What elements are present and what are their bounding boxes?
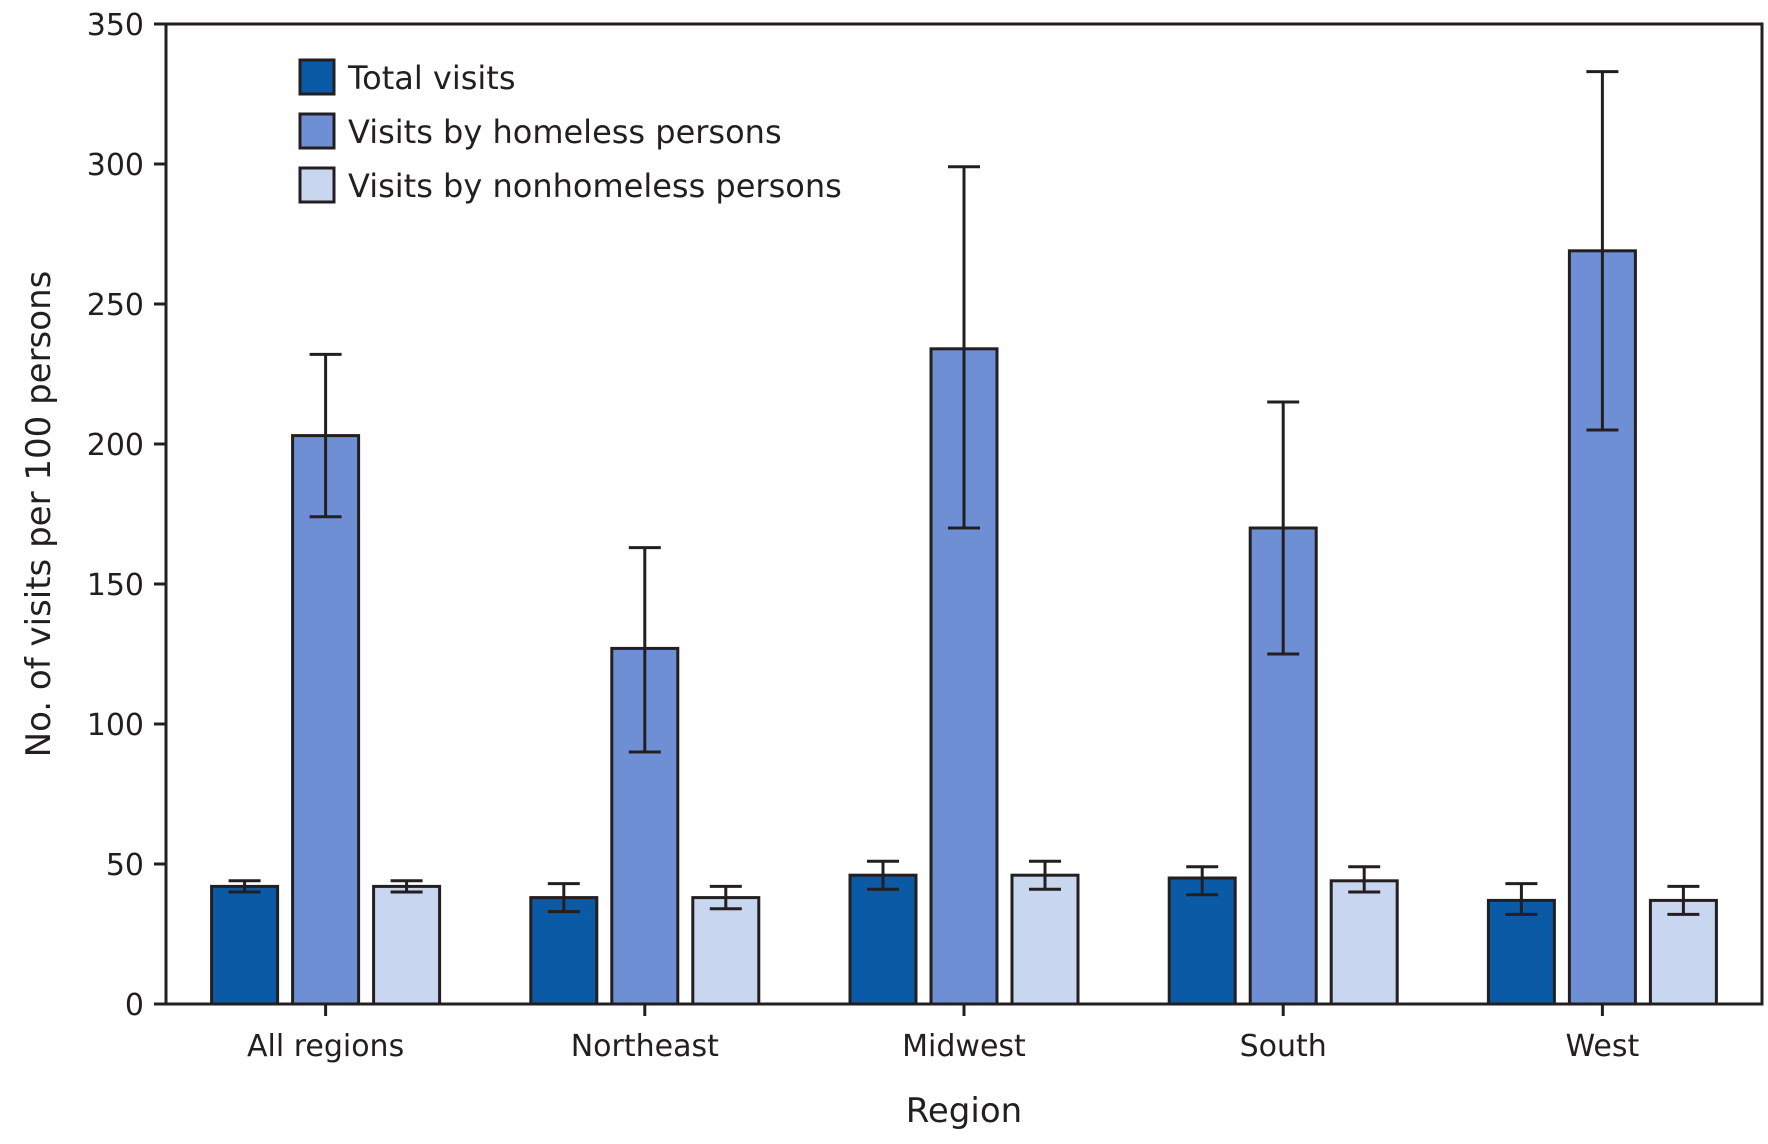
x-axis: All regions Northeast Midwest South West [247, 1004, 1640, 1064]
bar [1648, 898, 1718, 1006]
legend-label: Visits by homeless persons [348, 113, 782, 151]
y-tick-label: 300 [87, 148, 144, 183]
bar [372, 884, 442, 1006]
bar [1010, 873, 1080, 1006]
y-tick-label: 350 [87, 8, 144, 43]
y-axis: 0 50 100 150 200 250 300 350 [87, 8, 166, 1023]
y-tick-label: 250 [87, 288, 144, 323]
x-tick-label: Midwest [902, 1029, 1026, 1064]
bar [848, 873, 918, 1006]
bar [1167, 876, 1237, 1006]
x-tick-label: South [1240, 1029, 1327, 1064]
bar [1486, 898, 1556, 1006]
y-tick-label: 50 [106, 848, 144, 883]
x-tick-label: West [1566, 1029, 1640, 1064]
x-axis-title: Region [906, 1091, 1022, 1131]
error-bars-layer [228, 70, 1700, 916]
x-tick-label: Northeast [571, 1029, 719, 1064]
legend: Total visits Visits by homeless persons Vi… [298, 58, 842, 205]
legend-label: Visits by nonhomeless persons [348, 167, 842, 205]
y-tick-label: 0 [125, 988, 144, 1023]
y-axis-title: No. of visits per 100 persons [19, 271, 59, 758]
bar [529, 896, 599, 1006]
x-tick-label: All regions [247, 1029, 404, 1064]
bar [691, 896, 761, 1006]
legend-swatch [298, 166, 336, 204]
bar [291, 434, 361, 1006]
bar [210, 884, 280, 1006]
legend-swatch [298, 58, 336, 96]
bar [1329, 879, 1399, 1006]
y-tick-label: 100 [87, 708, 144, 743]
legend-label: Total visits [347, 59, 516, 97]
y-tick-label: 150 [87, 568, 144, 603]
legend-swatch [298, 112, 336, 150]
y-tick-label: 200 [87, 428, 144, 463]
